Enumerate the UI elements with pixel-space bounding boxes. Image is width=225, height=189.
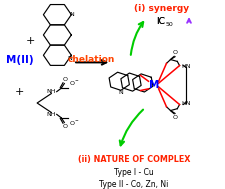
Text: Type II - Co, Zn, Ni: Type II - Co, Zn, Ni <box>99 180 169 189</box>
Text: +: + <box>15 87 24 97</box>
Text: N: N <box>118 90 123 95</box>
Text: N: N <box>67 56 72 61</box>
Text: O: O <box>173 115 178 120</box>
Text: IC: IC <box>156 17 165 26</box>
Text: O: O <box>62 77 67 82</box>
Text: O: O <box>173 50 178 55</box>
Text: 50: 50 <box>166 22 173 26</box>
Text: HN: HN <box>181 101 190 106</box>
Text: M(II): M(II) <box>6 55 33 64</box>
Text: (ii) NATURE OF COMPLEX: (ii) NATURE OF COMPLEX <box>78 155 190 164</box>
Text: O$^-$: O$^-$ <box>69 79 80 87</box>
Text: +: + <box>26 36 35 46</box>
Text: NH: NH <box>47 89 56 94</box>
Text: chelation: chelation <box>68 55 115 64</box>
Text: HN: HN <box>181 64 190 69</box>
Text: M: M <box>149 80 159 90</box>
Text: O$^-$: O$^-$ <box>69 119 80 127</box>
Text: O: O <box>62 124 67 129</box>
Text: Type I - Cu: Type I - Cu <box>114 168 154 177</box>
Text: IC: IC <box>156 17 165 26</box>
Text: (i) synergy: (i) synergy <box>135 4 189 13</box>
Text: N: N <box>70 12 74 17</box>
Text: NH: NH <box>47 112 56 117</box>
